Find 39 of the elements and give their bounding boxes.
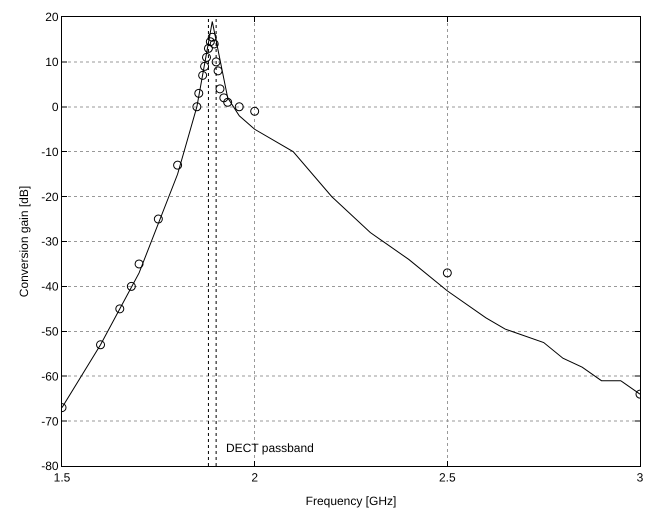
point [194,88,204,98]
x-tick-label: 2.5 [438,470,456,484]
y-tick-label: 20 [45,10,59,24]
point [96,340,106,350]
point [442,268,452,278]
y-tick-label: 0 [52,100,59,114]
point [126,282,136,291]
y-tick-label: -70 [41,414,59,428]
point [234,102,244,112]
y-tick-label: -10 [41,144,59,159]
point [212,57,221,66]
point [202,52,211,62]
y-tick-label: -40 [41,280,59,294]
point [134,259,144,268]
y-tick-label: -30 [41,234,59,249]
x-tick-label: 2 [251,470,258,484]
x-tick-label: 3 [636,470,644,484]
point [200,62,210,71]
point [206,37,215,46]
point [204,44,213,53]
y-tick-label: -60 [41,369,59,384]
point [215,84,224,94]
x-axis-title: Frequency [GHz] [306,494,396,508]
y-tick-label: -20 [41,190,59,204]
point [173,160,182,170]
point [192,102,202,112]
point [214,66,223,76]
point [115,304,124,314]
y-tick-label: -50 [41,324,59,338]
point [223,98,232,107]
point [208,32,217,42]
point [250,106,260,116]
y-axis-title: Conversion gain [dB] [17,186,31,298]
y-tick-label: 10 [45,55,59,70]
point [154,214,163,224]
point [210,39,219,48]
point [198,70,208,80]
point [219,93,228,102]
ref-line-label: DECT passband [226,441,314,455]
